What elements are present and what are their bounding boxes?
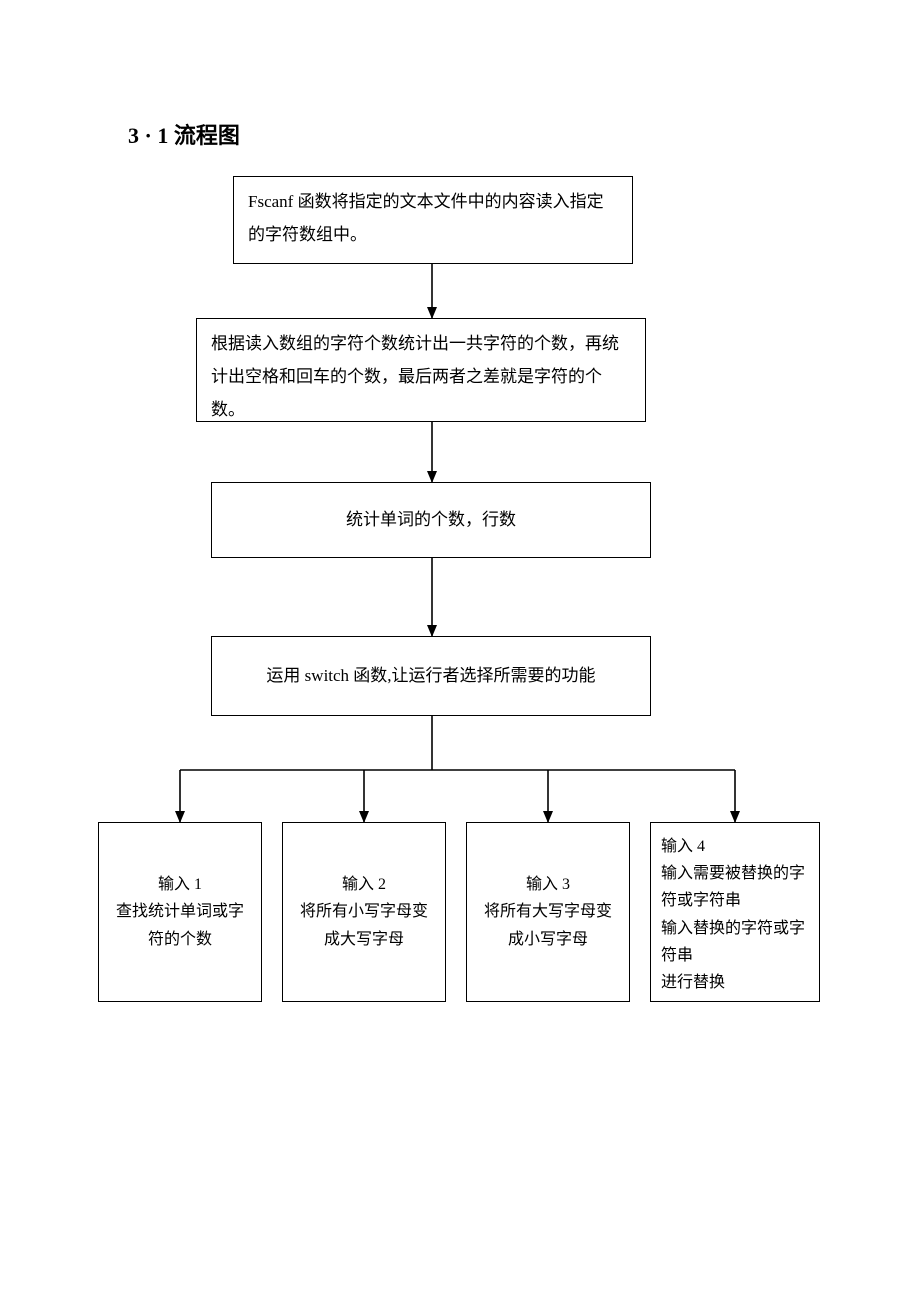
flow-node-n4: 运用 switch 函数,让运行者选择所需要的功能 xyxy=(211,636,651,716)
flow-leaf-title: 输入 1 xyxy=(109,871,251,898)
flow-leaf-title: 输入 2 xyxy=(293,871,435,898)
flow-leaf-body: 查找统计单词或字符的个数 xyxy=(109,898,251,952)
flow-node-text: Fscanf 函数将指定的文本文件中的内容读入指定的字符数组中。 xyxy=(248,185,618,251)
section-title: 3 · 1 流程图 xyxy=(128,118,240,150)
flow-leaf-title: 输入 4 xyxy=(661,833,809,860)
flow-node-n1: Fscanf 函数将指定的文本文件中的内容读入指定的字符数组中。 xyxy=(233,176,633,264)
flow-node-text: 运用 switch 函数,让运行者选择所需要的功能 xyxy=(266,659,595,692)
flow-node-text: 统计单词的个数，行数 xyxy=(346,503,516,536)
flow-node-n3: 统计单词的个数，行数 xyxy=(211,482,651,558)
flow-leaf-l4: 输入 4输入需要被替换的字符或字符串 输入替换的字符或字符串 进行替换 xyxy=(650,822,820,1002)
flow-leaf-l2: 输入 2将所有小写字母变成大写字母 xyxy=(282,822,446,1002)
flow-leaf-title: 输入 3 xyxy=(477,871,619,898)
flow-leaf-body: 输入需要被替换的字符或字符串 输入替换的字符或字符串 进行替换 xyxy=(661,860,809,996)
flow-node-text: 根据读入数组的字符个数统计出一共字符的个数，再统计出空格和回车的个数，最后两者之… xyxy=(211,327,631,426)
flow-leaf-body: 将所有小写字母变成大写字母 xyxy=(293,898,435,952)
flow-leaf-body: 将所有大写字母变成小写字母 xyxy=(477,898,619,952)
flow-leaf-l1: 输入 1查找统计单词或字符的个数 xyxy=(98,822,262,1002)
flow-node-n2: 根据读入数组的字符个数统计出一共字符的个数，再统计出空格和回车的个数，最后两者之… xyxy=(196,318,646,422)
flow-leaf-l3: 输入 3将所有大写字母变成小写字母 xyxy=(466,822,630,1002)
